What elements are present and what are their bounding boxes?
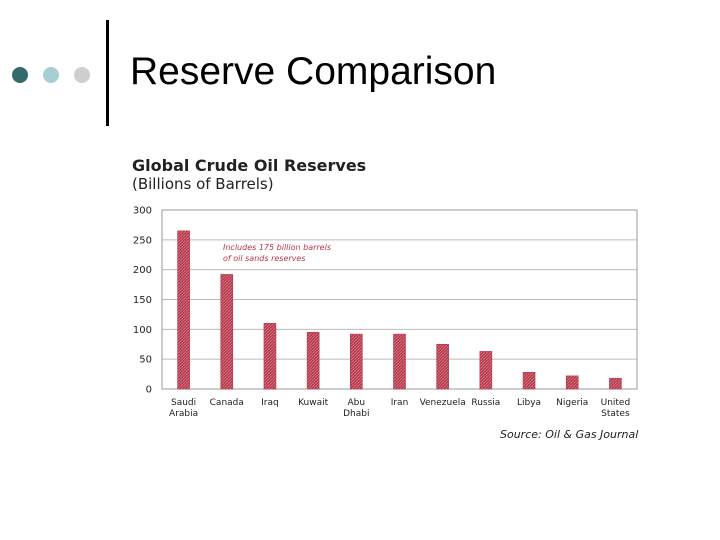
y-tick-label: 150 xyxy=(133,295,152,306)
x-category-label: Venezuela xyxy=(420,398,466,408)
x-category-label: Dhabi xyxy=(343,409,369,419)
x-category-label: Arabia xyxy=(169,409,198,419)
x-category-label: Iran xyxy=(391,398,409,408)
x-category-label: Iraq xyxy=(261,398,279,408)
y-tick-label: 0 xyxy=(146,385,152,396)
bar xyxy=(306,332,320,390)
chart-subtitle: (Billions of Barrels) xyxy=(132,175,274,193)
bar xyxy=(522,371,536,390)
y-tick-label: 200 xyxy=(133,265,152,276)
slide-title: Reserve Comparison xyxy=(130,50,497,93)
bullet-dot-2 xyxy=(43,67,59,83)
bar xyxy=(565,375,579,390)
y-tick-label: 50 xyxy=(139,355,152,366)
chart-annotation: Includes 175 billion barrels xyxy=(223,243,331,252)
bar xyxy=(220,274,234,390)
bar xyxy=(393,333,406,390)
x-category-label: Canada xyxy=(210,398,244,408)
chart-title: Global Crude Oil Reserves xyxy=(132,156,367,175)
bullet-dot-1 xyxy=(12,67,28,83)
x-category-label: Russia xyxy=(471,398,500,408)
bar xyxy=(350,333,363,390)
chart-source: Source: Oil & Gas Journal xyxy=(500,428,639,441)
title-divider xyxy=(106,20,109,126)
bar xyxy=(479,351,493,390)
bar xyxy=(609,377,622,390)
y-tick-label: 250 xyxy=(133,235,152,246)
x-category-label: Abu xyxy=(348,398,366,408)
x-category-label: United xyxy=(601,398,631,408)
x-category-label: Nigeria xyxy=(556,398,588,408)
x-category-label: Kuwait xyxy=(298,398,329,408)
bar xyxy=(177,230,190,390)
y-tick-label: 100 xyxy=(133,325,152,336)
bullet-dot-3 xyxy=(74,67,90,83)
bar xyxy=(436,343,449,390)
chart-annotation: of oil sands reserves xyxy=(223,254,305,263)
bar xyxy=(263,323,277,390)
x-category-label: States xyxy=(601,409,630,419)
x-category-label: Libya xyxy=(517,398,541,408)
y-tick-label: 300 xyxy=(133,206,152,217)
x-category-label: Saudi xyxy=(171,398,196,408)
